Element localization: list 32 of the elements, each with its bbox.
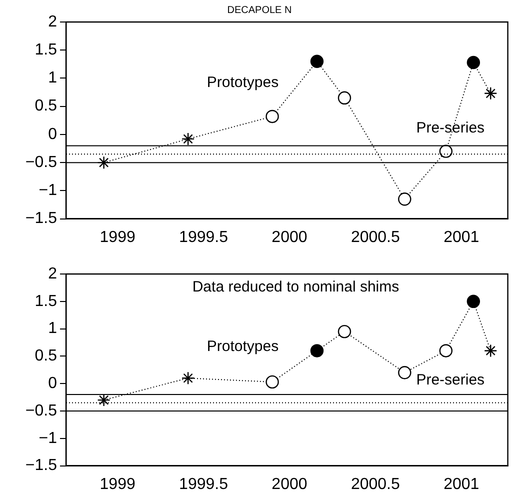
- y-tick-label: 0: [48, 126, 58, 143]
- annotation: Pre-series: [416, 119, 485, 136]
- annotation: Prototypes: [206, 338, 279, 356]
- y-tick-label: −1.5: [25, 457, 58, 474]
- y-tick-label: 0: [48, 375, 58, 392]
- y-tick-label: 1.5: [34, 42, 58, 59]
- x-tick-label: 1999.5: [179, 476, 228, 493]
- x-tick-label: 2001: [444, 228, 480, 246]
- annotation: Pre-series: [416, 372, 485, 389]
- y-tick-label: 2: [48, 265, 58, 282]
- x-tick-label: 1999: [100, 476, 136, 493]
- x-tick-label: 2000.5: [350, 228, 400, 246]
- chart-title: DECAPOLE N: [227, 4, 292, 16]
- y-tick-label: −1: [38, 430, 58, 447]
- y-tick-label: 0.5: [34, 98, 58, 115]
- y-tick-label: −1.5: [25, 210, 58, 228]
- y-tick-label: −0.5: [25, 154, 58, 171]
- x-tick-label: 2000.5: [350, 476, 400, 493]
- y-tick-label: −0.5: [25, 402, 58, 420]
- x-tick-label: 1999.5: [179, 228, 228, 246]
- y-tick-label: −1: [38, 182, 58, 200]
- y-tick-label: 1: [48, 320, 58, 338]
- annotation: Prototypes: [206, 74, 279, 92]
- annotation: Data reduced to nominal shims: [192, 278, 400, 296]
- y-tick-label: 1: [48, 70, 58, 87]
- x-tick-label: 2000: [272, 228, 308, 246]
- x-tick-label: 1999: [100, 228, 136, 246]
- y-tick-label: 1.5: [34, 292, 58, 310]
- x-tick-label: 2001: [444, 476, 480, 493]
- x-tick-label: 2000: [272, 476, 308, 493]
- y-tick-label: 2: [48, 13, 58, 30]
- y-tick-label: 0.5: [34, 348, 58, 365]
